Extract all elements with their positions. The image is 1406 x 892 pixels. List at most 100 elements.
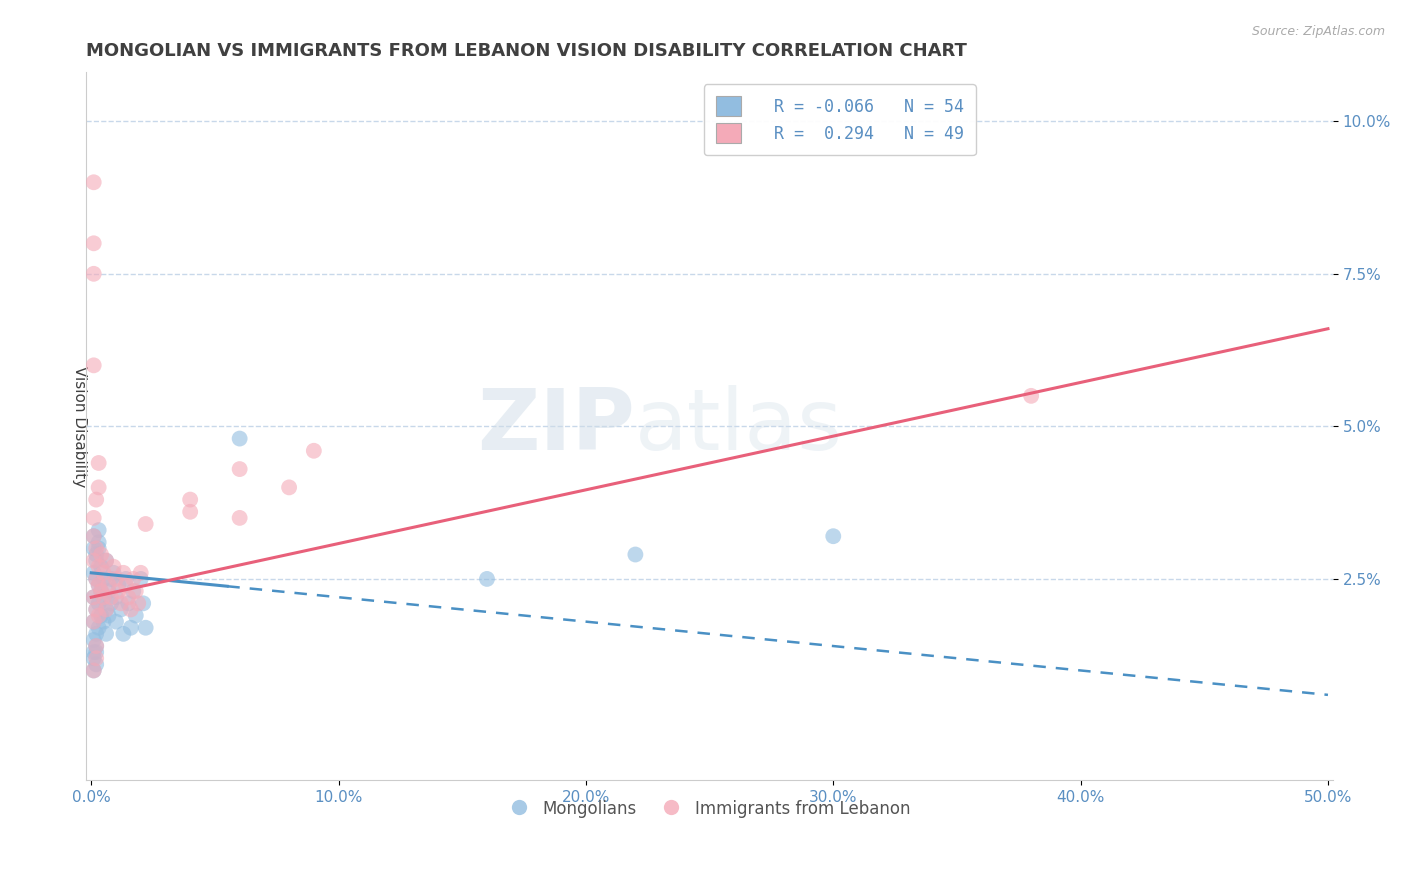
Point (87, 559, 110, 574)
Point (129, 572, 152, 586)
Legend: Mongolians, Immigrants from Lebanon: Mongolians, Immigrants from Lebanon (502, 794, 917, 825)
Point (110, 596, 132, 610)
Point (475, 572, 498, 586)
Point (104, 615, 127, 629)
Point (135, 516, 157, 531)
Point (87, 621, 110, 635)
Point (87, 608, 110, 623)
Point (83, 236, 105, 251)
Point (117, 591, 139, 605)
Point (823, 529, 845, 543)
Point (90, 584, 112, 599)
Point (179, 505, 201, 519)
Point (84, 572, 107, 586)
Point (100, 591, 122, 605)
Point (83, 359, 105, 373)
Point (83, 175, 105, 189)
Point (94, 553, 117, 567)
Point (112, 627, 135, 641)
Point (94, 602, 117, 616)
Point (624, 548, 647, 562)
Text: Source: ZipAtlas.com: Source: ZipAtlas.com (1251, 25, 1385, 38)
Point (84, 651, 107, 665)
Text: atlas: atlas (634, 384, 842, 468)
Point (90, 548, 112, 562)
Point (84, 627, 107, 641)
Point (115, 572, 138, 586)
Point (100, 596, 122, 610)
Text: MONGOLIAN VS IMMIGRANTS FROM LEBANON VISION DISABILITY CORRELATION CHART: MONGOLIAN VS IMMIGRANTS FROM LEBANON VIS… (86, 42, 967, 60)
Point (127, 596, 149, 610)
Point (115, 578, 138, 592)
Point (103, 566, 125, 580)
Point (93, 591, 115, 605)
Text: ZIP: ZIP (477, 384, 634, 468)
Point (93, 566, 115, 580)
Point (132, 596, 155, 610)
Point (84, 553, 107, 567)
Point (228, 511, 250, 525)
Point (83, 529, 105, 543)
Point (83, 615, 105, 629)
Y-axis label: Vision Disability: Vision Disability (72, 366, 87, 487)
Point (93, 615, 115, 629)
Point (94, 627, 117, 641)
Point (87, 578, 110, 592)
Point (278, 480, 301, 494)
Point (87, 596, 110, 610)
Point (83, 591, 105, 605)
Point (1019, 389, 1042, 403)
Point (84, 541, 107, 556)
Point (90, 608, 112, 623)
Point (84, 657, 107, 672)
Point (83, 591, 105, 605)
Point (83, 267, 105, 281)
Point (97, 584, 120, 599)
Point (90, 559, 112, 574)
Point (87, 523, 110, 537)
Point (87, 456, 110, 470)
Point (94, 553, 117, 567)
Point (83, 664, 105, 678)
Point (107, 584, 129, 599)
Point (83, 566, 105, 580)
Point (120, 621, 142, 635)
Point (83, 615, 105, 629)
Point (84, 639, 107, 653)
Point (100, 572, 122, 586)
Point (104, 572, 127, 586)
Point (84, 602, 107, 616)
Point (125, 608, 148, 623)
Point (179, 492, 201, 507)
Point (90, 584, 112, 599)
Point (97, 608, 120, 623)
Point (87, 535, 110, 549)
Point (87, 541, 110, 556)
Point (228, 432, 250, 446)
Point (83, 632, 105, 647)
Point (83, 529, 105, 543)
Point (83, 645, 105, 659)
Point (84, 572, 107, 586)
Point (110, 602, 132, 616)
Point (83, 511, 105, 525)
Point (84, 548, 107, 562)
Point (93, 591, 115, 605)
Point (84, 639, 107, 653)
Point (83, 664, 105, 678)
Point (107, 578, 129, 592)
Point (87, 578, 110, 592)
Point (84, 492, 107, 507)
Point (125, 584, 148, 599)
Point (122, 572, 145, 586)
Point (97, 578, 120, 592)
Point (228, 462, 250, 476)
Point (84, 602, 107, 616)
Point (83, 651, 105, 665)
Point (120, 602, 142, 616)
Point (84, 645, 107, 659)
Point (112, 566, 135, 580)
Point (83, 553, 105, 567)
Point (83, 541, 105, 556)
Point (302, 443, 325, 458)
